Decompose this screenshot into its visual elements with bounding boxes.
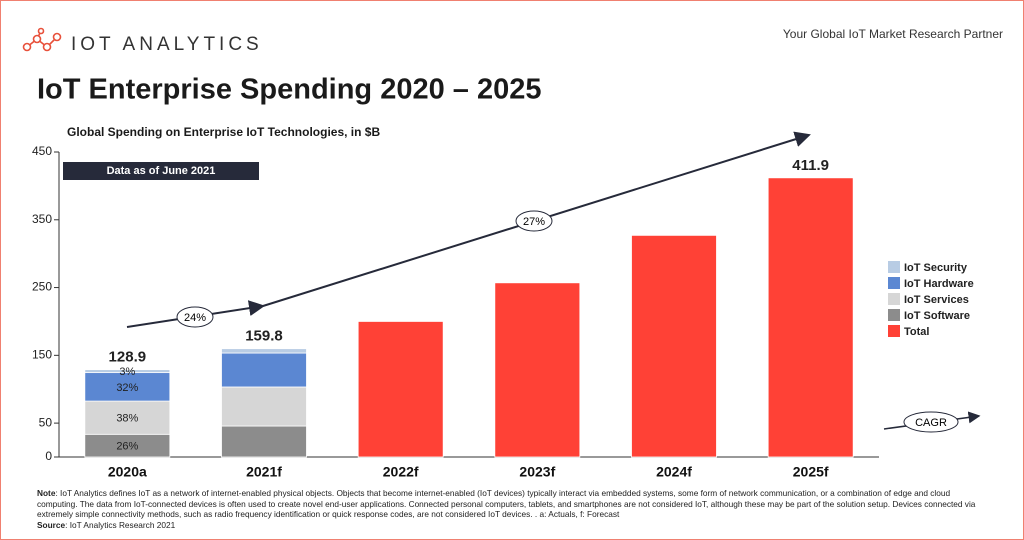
y-tick-label: 50 [39,415,53,429]
footer: Note: IoT Analytics defines IoT as a net… [37,488,987,530]
bar-segment [221,352,307,388]
note-label: Note [37,488,56,498]
badge: Data as of June 2021 [107,165,216,177]
note-text: : IoT Analytics defines IoT as a network… [37,488,976,519]
y-tick-label: 450 [32,144,52,158]
x-tick-label: 2020a [108,464,147,480]
total-label: 128.9 [109,349,147,366]
x-tick-label: 2024f [656,464,692,480]
legend-label: Total [904,326,929,338]
bar-segment [494,282,581,458]
cagr-label: 27% [523,216,545,228]
bar-segment [631,234,717,458]
y-tick-label: 0 [45,449,52,463]
total-label: 411.9 [792,157,829,174]
y-tick-label: 150 [32,348,52,362]
bar-segment [221,425,307,458]
share-label: 38% [116,413,138,425]
cagr-bubble [515,210,553,232]
bar-segment [357,321,444,458]
cagr-bubble [903,411,959,433]
bar-segment [767,177,854,458]
bar-segment [84,372,171,402]
note: Note: IoT Analytics defines IoT as a net… [37,488,987,520]
cagr-legend: CAGR [915,417,947,429]
share-label: 26% [116,441,138,453]
legend-label: IoT Services [904,294,969,306]
subtitle: Global Spending on Enterprise IoT Techno… [67,125,380,139]
x-tick-label: 2022f [383,464,419,480]
cagr-bubble [176,306,214,328]
y-tick-label: 250 [32,280,52,294]
badge-bg [63,162,259,180]
total-label: 159.8 [245,328,283,345]
x-tick-label: 2023f [519,464,555,480]
legend-swatch [888,309,900,321]
legend-label: IoT Hardware [904,278,974,290]
bar-segment [221,348,307,354]
title: IoT Enterprise Spending 2020 – 2025 [37,74,541,106]
x-tick-label: 2025f [793,464,829,480]
legend-label: IoT Software [904,310,970,322]
legend-swatch [888,293,900,305]
bar-segment [84,369,171,374]
x-tick-label: 2021f [246,464,282,480]
legend-swatch [888,325,900,337]
source: Source: IoT Analytics Research 2021 [37,520,987,531]
logo-text: IOT ANALYTICS [71,34,263,55]
legend-label: IoT Security [904,262,968,274]
bar-segment [84,400,171,435]
cagr-label: 24% [184,312,206,324]
logo-icon [22,27,62,52]
legend-swatch [888,261,900,273]
tagline: Your Global IoT Market Research Partner [783,27,1003,41]
source-label: Source [37,519,66,530]
chart: IOT ANALYTICS Your Global IoT Market Res… [22,27,1003,480]
y-tick-label: 350 [32,212,52,226]
share-label: 32% [116,382,138,394]
bar-segment [221,386,307,427]
source-text: : IoT Analytics Research 2021 [65,519,176,530]
legend-swatch [888,277,900,289]
share-label: 3% [119,366,135,378]
